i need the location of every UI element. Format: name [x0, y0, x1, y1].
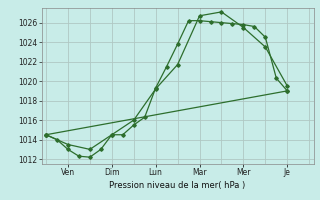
- X-axis label: Pression niveau de la mer( hPa ): Pression niveau de la mer( hPa ): [109, 181, 246, 190]
